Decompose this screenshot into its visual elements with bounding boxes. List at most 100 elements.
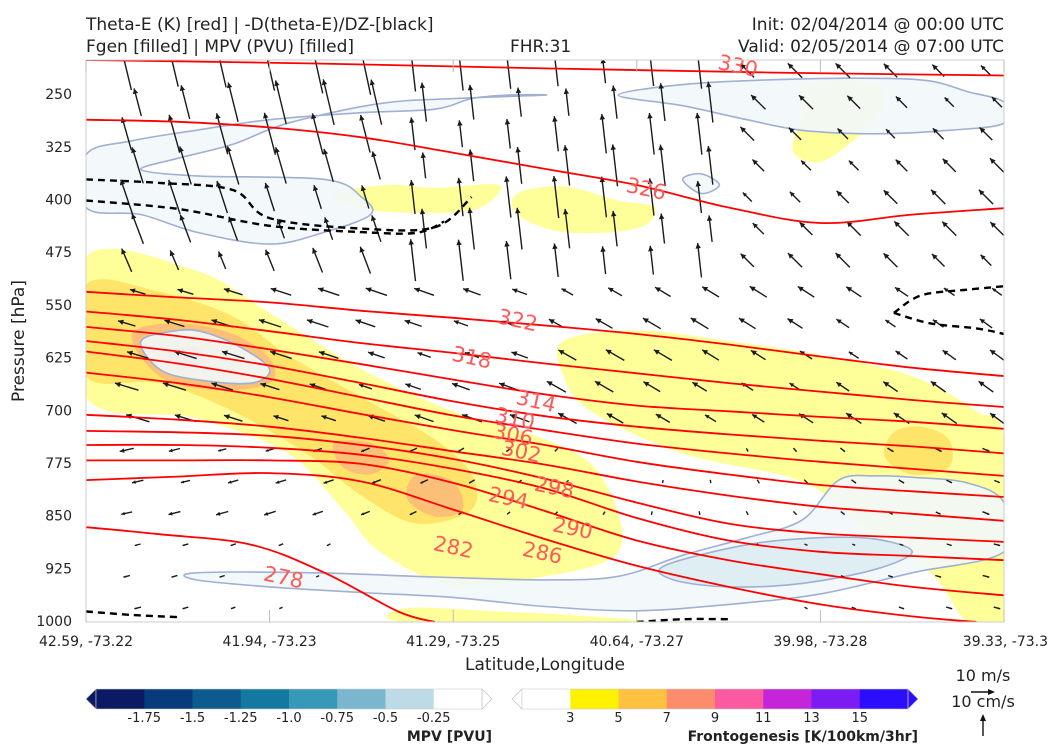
- wind-vector-66: [562, 145, 571, 186]
- wind-vector-147: [797, 285, 815, 298]
- wind-vector-93: [930, 189, 946, 205]
- mpv-colorbar-swatch: [144, 689, 193, 709]
- wind-vector-72: [848, 160, 860, 171]
- fgen-colorbar-label: 7: [663, 711, 671, 726]
- mpv-colorbar-label: -0.5: [373, 711, 398, 726]
- wind-vector-26: [467, 84, 475, 120]
- fgen-colorbar-label: 15: [851, 711, 868, 726]
- wind-vector-266: [312, 510, 324, 516]
- y-tick-label: 325: [45, 140, 72, 156]
- y-tick-label: 700: [45, 403, 72, 419]
- wind-vector-85: [551, 175, 560, 219]
- wind-vector-233: [360, 447, 370, 453]
- wind-vector-37: [991, 96, 1003, 108]
- wind-vector-65: [515, 146, 523, 184]
- wind-vector-151: [991, 287, 1003, 296]
- wind-vector-70: [751, 159, 765, 172]
- wind-vector-200: [594, 380, 614, 393]
- wind-vector-36: [944, 97, 955, 108]
- wind-vector-284: [278, 543, 284, 547]
- wind-vector-215: [414, 414, 434, 423]
- fgen-colorbar-swatch: [763, 689, 812, 709]
- y-tick-label: 400: [45, 193, 72, 209]
- wind-vector-111: [893, 220, 910, 237]
- wind-vector-117: [264, 249, 275, 272]
- wind-vector-240: [839, 447, 846, 453]
- wind-vector-259: [898, 479, 905, 484]
- wind-vector-16: [883, 63, 898, 78]
- fgen-colorbar-label: 3: [566, 711, 574, 726]
- wind-vector-99: [323, 217, 334, 241]
- wind-vector-253: [565, 479, 570, 484]
- wind-vector-270: [506, 511, 511, 515]
- wind-vector-217: [509, 414, 530, 423]
- mpv-colorbar-arrow-right: [481, 688, 493, 710]
- wind-vector-296: [315, 574, 320, 578]
- wind-vector-188: [942, 349, 957, 361]
- mpv-colorbar-label: -1.75: [127, 711, 161, 726]
- wind-vector-105: [611, 210, 618, 247]
- wind-vector-228: [119, 447, 134, 453]
- wind-vector-170: [979, 318, 993, 329]
- wind-vector-41: [263, 112, 277, 155]
- wind-vector-112: [941, 221, 957, 237]
- wind-vector-231: [265, 447, 275, 452]
- wind-vector-28: [563, 88, 570, 116]
- wind-vector-275: [745, 510, 749, 516]
- theta-e-contour-322: [86, 290, 1004, 377]
- wind-vector-212: [273, 415, 289, 422]
- wind-vector-35: [895, 96, 908, 109]
- wind-vector-195: [358, 383, 373, 390]
- wind-vector-13: [739, 63, 755, 78]
- wind-vector-74: [942, 158, 957, 173]
- wind-vector-18: [980, 65, 992, 76]
- wind-vector-87: [647, 178, 655, 216]
- fgen-colorbar-swatch: [811, 689, 861, 709]
- wind-vector-96: [179, 214, 192, 243]
- wind-vector-136: [270, 287, 292, 296]
- y-tick-label: 1000: [36, 614, 72, 630]
- wind-vector-51: [739, 126, 755, 142]
- wind-vector-201: [643, 381, 661, 393]
- theta-e-contour-330: [86, 60, 1004, 77]
- wind-vector-236: [505, 447, 512, 453]
- mpv-region-2: [681, 172, 721, 195]
- wind-vector-247: [275, 479, 287, 484]
- contour-label-330: 330: [716, 50, 760, 82]
- wind-vector-131: [931, 253, 945, 267]
- wind-vector-279: [935, 511, 941, 515]
- fgen-region-3: [333, 184, 502, 214]
- wind-vector-48: [599, 114, 607, 154]
- wind-vector-298: [887, 574, 894, 578]
- plot-frame: [85, 59, 1005, 623]
- wind-vector-125: [648, 245, 655, 275]
- y-tick-label: 550: [45, 298, 72, 314]
- vector-key-horizontal: 10 m/s: [956, 666, 1011, 685]
- vector-key-vertical: 10 cm/s: [951, 692, 1015, 711]
- wind-vector-1: [169, 60, 179, 87]
- wind-vector-237: [554, 447, 559, 452]
- wind-vector-10: [600, 60, 607, 84]
- wind-vector-220: [655, 413, 671, 424]
- wind-vector-124: [600, 246, 607, 275]
- wind-vector-43: [359, 114, 371, 153]
- wind-vector-133: [129, 288, 146, 295]
- wind-vector-265: [263, 510, 276, 516]
- wind-vector-243: [982, 447, 990, 452]
- vector-key-horizontal-arrow: [971, 689, 995, 695]
- wind-vector-113: [989, 221, 1004, 236]
- wind-vector-192: [211, 382, 234, 391]
- wind-vector-281: [134, 543, 141, 547]
- wind-vector-15: [835, 62, 851, 79]
- wind-vector-244: [131, 479, 144, 484]
- wind-vector-104: [563, 208, 571, 249]
- wind-vector-287: [804, 543, 808, 547]
- wind-vector-193: [260, 382, 280, 391]
- wind-vector-62: [371, 151, 381, 180]
- wind-vector-123: [552, 243, 559, 277]
- wind-vector-174: [269, 350, 292, 360]
- wind-vector-118: [312, 247, 324, 273]
- wind-vector-8: [506, 60, 512, 89]
- mpv-region-0: [86, 93, 548, 245]
- wind-vector-304: [279, 606, 283, 610]
